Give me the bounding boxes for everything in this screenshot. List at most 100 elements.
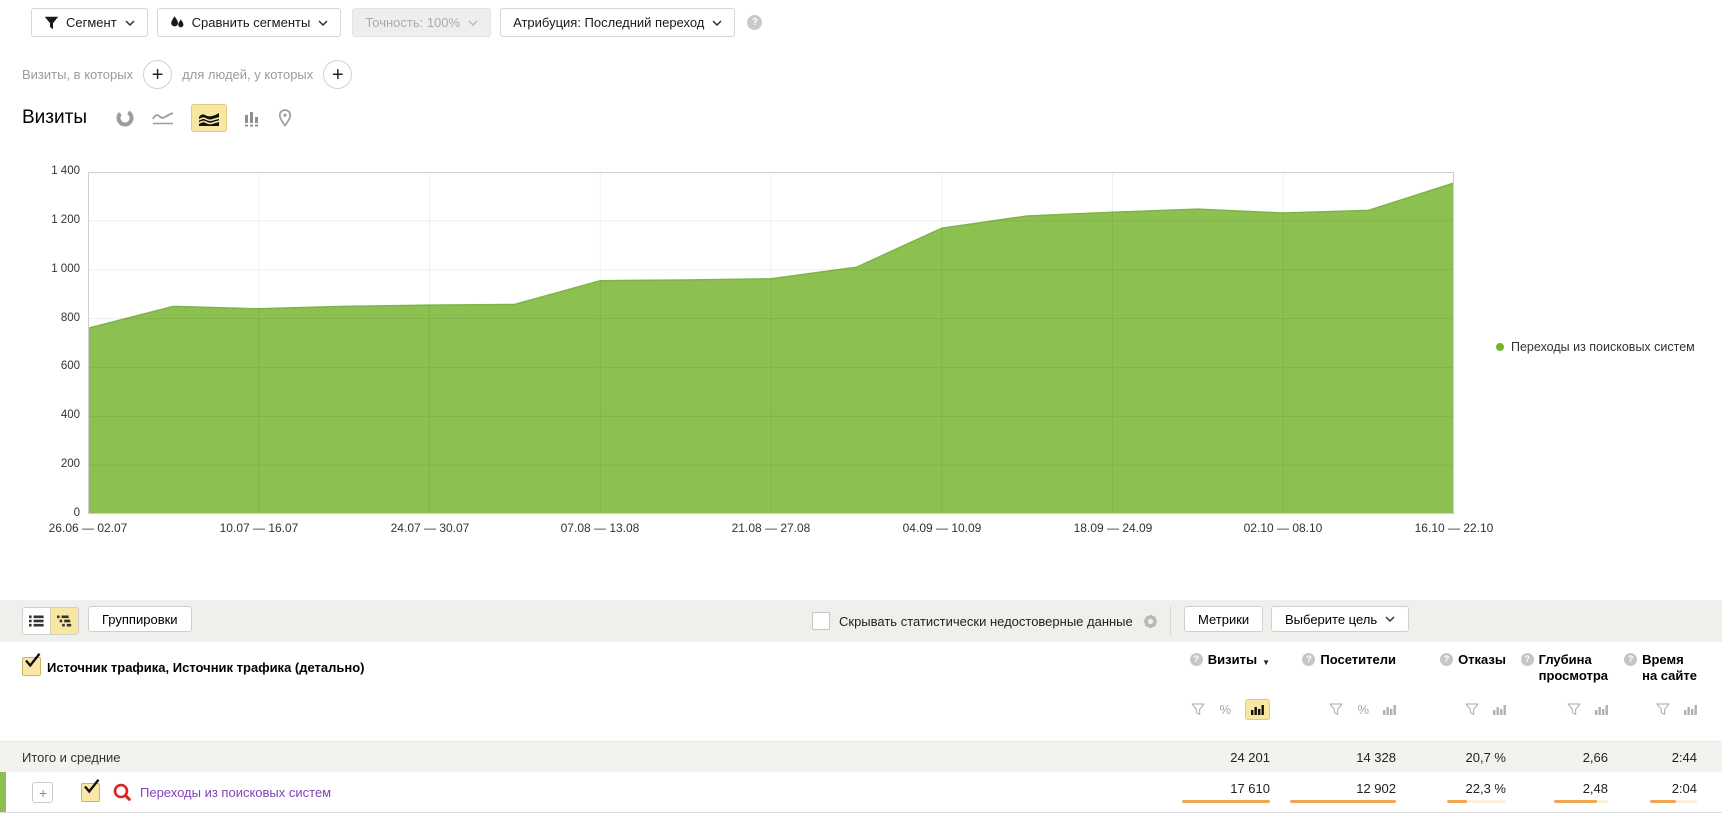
attribution-button[interactable]: Атрибуция: Последний переход	[500, 8, 736, 37]
legend-label: Переходы из поисковых систем	[1511, 340, 1695, 354]
chevron-down-icon	[1385, 616, 1395, 622]
add-people-condition-button[interactable]: +	[323, 60, 353, 89]
bar-chart-icon[interactable]	[1251, 704, 1264, 715]
accuracy-button: Точность: 100%	[352, 8, 492, 37]
hide-unreliable-checkbox[interactable]	[812, 612, 830, 630]
chevron-down-icon	[712, 19, 722, 26]
hide-unreliable-label: Скрывать статистически недостоверные дан…	[839, 613, 1133, 629]
bar-chart-icon[interactable]	[1595, 704, 1608, 715]
check-icon	[84, 778, 100, 793]
metric-value: 2,48	[1582, 780, 1608, 796]
column-chart-icon[interactable]	[244, 110, 261, 127]
segment-conditions-row: Визиты, в которых + для людей, у которых…	[22, 60, 353, 89]
percent-icon[interactable]: %	[1357, 701, 1369, 717]
search-engine-icon	[112, 782, 132, 802]
column-header-1[interactable]: ? Визиты ▼	[1185, 652, 1270, 684]
visits-area-chart[interactable]	[88, 172, 1454, 514]
x-axis-label: 18.09 — 24.09	[1073, 521, 1153, 535]
table-header: Источник трафика, Источник трафика (дета…	[0, 642, 1722, 741]
help-icon[interactable]: ?	[747, 15, 763, 30]
y-axis-label: 400	[60, 409, 80, 421]
table-view-toggle	[22, 607, 79, 635]
dimension-checkbox[interactable]	[22, 653, 41, 676]
tree-view-button[interactable]	[50, 608, 78, 634]
list-view-button[interactable]	[23, 608, 50, 634]
add-visit-condition-button[interactable]: +	[143, 60, 173, 89]
value-share-bar	[1650, 799, 1697, 804]
help-icon[interactable]: ?	[1624, 653, 1638, 666]
stacked-area-chart-icon[interactable]	[190, 104, 227, 132]
chevron-down-icon	[125, 19, 135, 26]
compare-segments-icon	[170, 16, 184, 28]
choose-goal-button[interactable]: Выберите цель	[1271, 606, 1410, 632]
tree-view-icon	[57, 615, 72, 627]
chevron-down-icon	[318, 19, 328, 26]
filter-icon[interactable]	[1656, 702, 1670, 716]
metric-value-cell: 2:44	[1608, 742, 1697, 773]
y-axis-label: 600	[60, 360, 80, 372]
filter-icon[interactable]	[1567, 702, 1581, 716]
help-icon[interactable]: ?	[1189, 653, 1203, 666]
value-share-bar	[1554, 799, 1608, 804]
metric-value-cell: 20,7 %	[1396, 742, 1506, 773]
chart-type-switcher	[115, 104, 292, 132]
map-pin-icon[interactable]	[278, 109, 292, 127]
help-icon[interactable]: ?	[1440, 653, 1454, 666]
sort-desc-icon: ▼	[1262, 658, 1270, 667]
x-axis-label: 10.07 — 16.07	[219, 521, 299, 535]
expand-row-button[interactable]: +	[32, 781, 53, 803]
segment-button[interactable]: Сегмент	[31, 8, 148, 37]
segment-filter-icon	[44, 16, 59, 29]
bar-chart-icon[interactable]	[1383, 704, 1396, 715]
help-icon[interactable]: ?	[1302, 653, 1316, 666]
metric-column-headers: ? Визиты ▼? Посетители? Отказы? Глубина просмо…	[1185, 652, 1697, 684]
metric-value-cell: 2,48	[1506, 772, 1608, 812]
metric-value: 14 328	[1356, 750, 1396, 765]
pie-chart-icon[interactable]	[115, 108, 135, 128]
metric-value-cell: 22,3 %	[1396, 772, 1506, 812]
totals-values: 24 201 14 328 20,7 % 2,66 2:44	[1185, 742, 1697, 773]
chart-legend[interactable]: Переходы из поисковых систем	[1496, 340, 1695, 354]
y-axis-label: 200	[60, 458, 80, 470]
column-header-2[interactable]: ? Посетители	[1270, 652, 1396, 684]
column-tools-4	[1506, 698, 1608, 720]
metric-value: 22,3 %	[1465, 780, 1506, 796]
row-dimension-link[interactable]: Переходы из поисковых систем	[140, 784, 332, 800]
x-axis-label: 16.10 — 22.10	[1414, 521, 1494, 535]
column-header-5[interactable]: ? Время на сайте	[1608, 652, 1697, 684]
list-view-icon	[29, 615, 44, 627]
row-checkbox[interactable]	[81, 778, 100, 802]
help-icon[interactable]: ?	[1520, 653, 1534, 666]
bar-display-selected[interactable]	[1245, 698, 1270, 720]
bar-chart-icon[interactable]	[1684, 704, 1697, 715]
filter-icon[interactable]	[1329, 702, 1344, 716]
gear-icon[interactable]	[1142, 613, 1159, 630]
metrics-button[interactable]: Метрики	[1184, 606, 1264, 632]
filter-icon[interactable]	[1191, 702, 1206, 716]
column-header-3[interactable]: ? Отказы	[1396, 652, 1506, 684]
line-chart-icon[interactable]	[152, 111, 174, 126]
groupings-button[interactable]: Группировки	[88, 606, 192, 632]
metric-value: 20,7 %	[1465, 750, 1506, 765]
chart-title: Визиты	[22, 107, 87, 128]
bar-chart-icon[interactable]	[1493, 704, 1506, 715]
totals-row: Итого и средние 24 201 14 328 20,7 % 2,66 2:…	[0, 741, 1722, 773]
x-axis-label: 26.06 — 02.07	[48, 521, 128, 535]
metric-value-cell: 2:04	[1608, 772, 1697, 812]
row-values: 17 610 12 902 22,3 % 2,48 2:04	[1182, 772, 1697, 812]
toolbar-divider	[1170, 606, 1171, 636]
totals-label: Итого и средние	[22, 750, 121, 765]
legend-dot	[1496, 343, 1504, 351]
percent-icon[interactable]: %	[1219, 701, 1231, 717]
metric-value-cell: 17 610	[1182, 772, 1270, 812]
metric-value-cell: 12 902	[1270, 772, 1396, 812]
x-axis-label: 07.08 — 13.08	[560, 521, 640, 535]
x-axis-label: 24.07 — 30.07	[390, 521, 470, 535]
column-header-4[interactable]: ? Глубина просмотра	[1506, 652, 1608, 684]
row-accent-bar	[0, 772, 6, 812]
dimension-title: Источник трафика, Источник трафика (дета…	[47, 660, 365, 675]
compare-segments-button[interactable]: Сравнить сегменты	[156, 8, 342, 37]
filter-icon[interactable]	[1465, 702, 1479, 716]
value-share-bar	[1182, 799, 1270, 804]
